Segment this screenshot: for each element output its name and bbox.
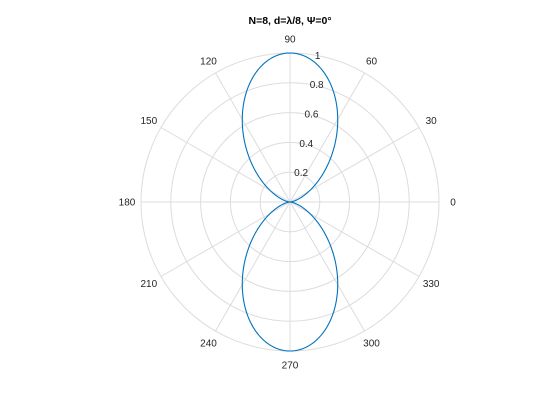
theta-tick-label-60: 60 xyxy=(366,56,378,67)
chart-title: N=8, d=λ/8, Ψ=0° xyxy=(248,15,331,27)
theta-gridline-240 xyxy=(215,201,291,332)
r-tick-label-0-4: 0.4 xyxy=(299,139,313,150)
theta-tick-label-270: 270 xyxy=(282,361,299,372)
theta-tick-label-210: 210 xyxy=(140,279,157,290)
r-tick-label-1: 1 xyxy=(315,51,321,62)
r-gridline-0-8 xyxy=(170,82,410,322)
r-gridline-0-4 xyxy=(229,141,351,263)
theta-tick-labels: 0 30 60 90 120 150 180 210 240 270 300 330 xyxy=(119,35,457,372)
theta-gridline-60 xyxy=(289,72,365,203)
r-gridline-0-6 xyxy=(200,112,380,292)
theta-tick-label-120: 120 xyxy=(200,56,217,67)
series-layer xyxy=(241,52,339,352)
r-gridline-0-2 xyxy=(259,171,321,233)
theta-gridline-120 xyxy=(215,72,291,203)
theta-tick-label-90: 90 xyxy=(284,35,296,46)
r-tick-label-0-6: 0.6 xyxy=(305,109,319,120)
theta-tick-label-30: 30 xyxy=(426,116,438,127)
r-tick-labels: 0.2 0.4 0.6 0.8 1 xyxy=(294,51,324,179)
theta-tick-label-240: 240 xyxy=(200,339,217,350)
theta-tick-label-150: 150 xyxy=(140,116,157,127)
theta-tick-label-300: 300 xyxy=(363,339,380,350)
series-line-1 xyxy=(241,52,339,352)
theta-tick-label-330: 330 xyxy=(423,279,440,290)
r-tick-label-0-8: 0.8 xyxy=(310,80,324,91)
theta-tick-label-0: 0 xyxy=(450,198,456,209)
theta-tick-label-180: 180 xyxy=(119,198,136,209)
theta-gridline-300 xyxy=(289,201,365,332)
r-tick-label-0-2: 0.2 xyxy=(294,168,308,179)
